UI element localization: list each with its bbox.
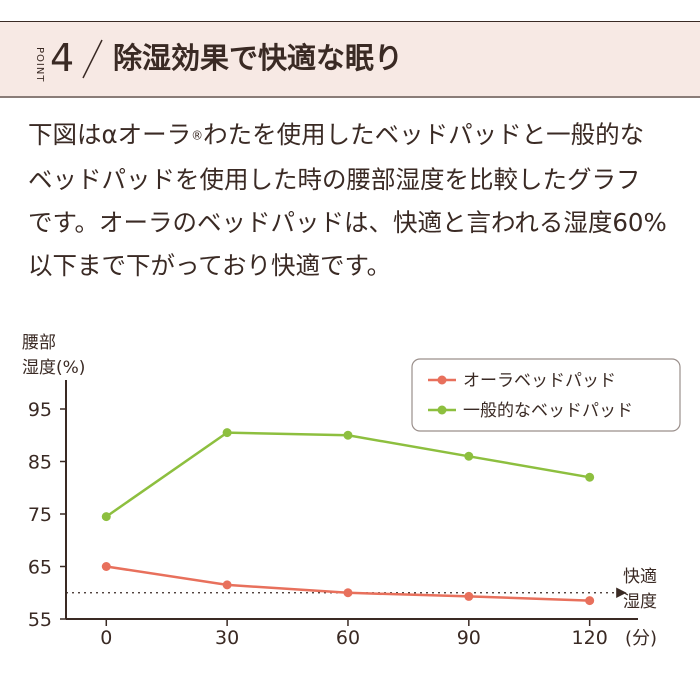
legend-box	[411, 358, 681, 432]
description-line-4: 以下まで下がっており快適です。	[28, 250, 392, 280]
series-0-point-60	[343, 588, 353, 598]
series-layer	[101, 428, 595, 606]
series-1-point-90	[464, 451, 474, 461]
humidity-chart: 腰部 湿度(%) 55 65 75 85 95 0 30 60 90 120 快適 湿度 オーラベ…	[22, 333, 681, 649]
description-line-2: ベッドパッドを使用した時の腰部湿度を比較したグラフ	[28, 164, 641, 194]
point-label: POINT	[34, 47, 45, 83]
legend-label-0: オーラベッドパッド	[463, 371, 616, 391]
y-tick-label-95: 95	[28, 399, 52, 421]
series-line-1	[105, 431, 590, 518]
description-text: 下図はαオーラ®わたを使用したベッドパッドと一般的な ベッドパッドを使用した時の…	[28, 113, 688, 287]
y-axis-title-1: 腰部	[22, 333, 56, 353]
page-title: 除湿効果で快適な眠り	[113, 41, 404, 75]
series-1-point-30	[222, 428, 232, 438]
legend-label-1: 一般的なベッドパッド	[463, 401, 633, 421]
x-tick-label-90: 90	[457, 627, 481, 649]
series-0-point-30	[222, 580, 232, 590]
y-tick-label-65: 65	[28, 557, 52, 579]
x-tick-label-60: 60	[336, 627, 360, 649]
series-1-point-0	[101, 512, 111, 522]
legend-swatch-dot-0	[437, 375, 447, 385]
y-tick-label-55: 55	[28, 609, 52, 631]
description-line-3: です。オーラのベッドパッドは、快適と言われる湿度60%	[28, 207, 667, 237]
x-tick-label-120: 120	[572, 627, 608, 649]
chart-axes: 55 65 75 85 95 0 30 60 90 120	[28, 380, 638, 649]
top-rule	[0, 21, 700, 22]
description-line-1a: 下図はαオーラ	[28, 120, 192, 149]
x-unit-label: (分)	[625, 628, 657, 649]
description-line-1b: わたを使用したベッドパッドと一般的な	[203, 120, 645, 149]
series-1-point-120	[585, 472, 595, 482]
series-0-point-0	[101, 562, 111, 571]
threshold-group: 快適 湿度	[66, 567, 657, 612]
y-axis-title-2: 湿度(%)	[22, 358, 85, 378]
threshold-label-2: 湿度	[623, 592, 657, 612]
registered-mark: ®	[191, 128, 204, 143]
description-line-1: 下図はαオーラ®わたを使用したベッドパッドと一般的な	[28, 113, 688, 158]
y-tick-label-85: 85	[28, 452, 52, 474]
threshold-label-1: 快適	[623, 567, 657, 587]
series-0-point-90	[464, 591, 474, 601]
slash-divider	[82, 39, 103, 79]
header-band	[0, 22, 700, 98]
series-0-point-120	[585, 596, 595, 606]
x-tick-label-0: 0	[100, 627, 112, 649]
x-tick-label-30: 30	[215, 627, 239, 649]
y-tick-label-75: 75	[28, 504, 52, 526]
series-1-point-60	[343, 430, 353, 440]
legend-swatch-dot-1	[437, 405, 447, 415]
point-number: 4	[50, 36, 75, 80]
